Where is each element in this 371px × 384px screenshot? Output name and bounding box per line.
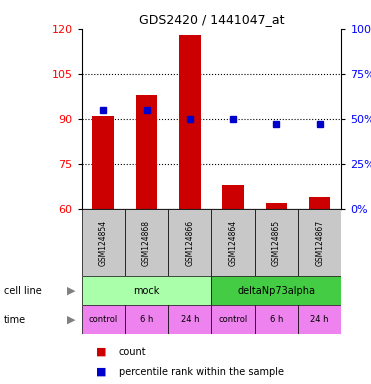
Bar (211, 276, 341, 305)
Bar (168, 209, 211, 276)
Text: 6 h: 6 h (270, 315, 283, 324)
Text: 24 h: 24 h (181, 315, 199, 324)
Text: time: time (4, 314, 26, 325)
Text: control: control (219, 315, 248, 324)
Bar (222, 185, 244, 209)
Bar (266, 203, 287, 209)
Text: ▶: ▶ (67, 314, 75, 325)
Bar (298, 209, 341, 276)
Text: ▶: ▶ (67, 286, 75, 296)
Title: GDS2420 / 1441047_at: GDS2420 / 1441047_at (139, 13, 284, 26)
Bar (82, 209, 125, 276)
Bar (211, 209, 255, 276)
Text: GSM124866: GSM124866 (186, 220, 194, 266)
Text: GSM124854: GSM124854 (99, 220, 108, 266)
Text: GSM124868: GSM124868 (142, 220, 151, 266)
Bar (168, 305, 211, 334)
Text: count: count (119, 346, 146, 357)
Text: cell line: cell line (4, 286, 42, 296)
Bar (92, 116, 114, 209)
Bar (211, 305, 255, 334)
Text: 24 h: 24 h (311, 315, 329, 324)
Bar (136, 95, 157, 209)
Bar (125, 305, 168, 334)
Bar (255, 305, 298, 334)
Bar (309, 197, 331, 209)
Bar (255, 209, 298, 276)
Text: ■: ■ (96, 366, 107, 377)
Bar (125, 209, 168, 276)
Bar (82, 305, 125, 334)
Text: GSM124865: GSM124865 (272, 220, 281, 266)
Bar (179, 35, 201, 209)
Bar (82, 276, 211, 305)
Text: percentile rank within the sample: percentile rank within the sample (119, 366, 284, 377)
Text: control: control (89, 315, 118, 324)
Text: GSM124864: GSM124864 (229, 220, 237, 266)
Text: GSM124867: GSM124867 (315, 220, 324, 266)
Text: ■: ■ (96, 346, 107, 357)
Text: deltaNp73alpha: deltaNp73alpha (237, 286, 315, 296)
Bar (298, 305, 341, 334)
Text: mock: mock (133, 286, 160, 296)
Text: 6 h: 6 h (140, 315, 153, 324)
